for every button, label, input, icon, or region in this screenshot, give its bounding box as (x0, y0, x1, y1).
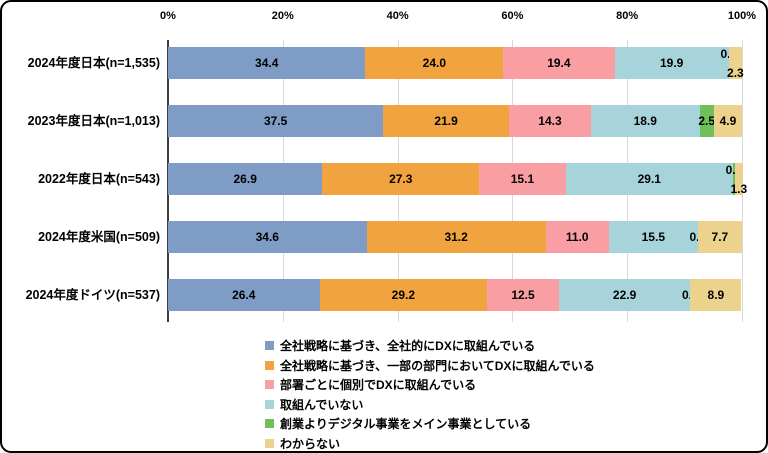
bar-segment (614, 47, 729, 79)
bar-segment (503, 47, 615, 79)
legend-swatch-icon (265, 360, 274, 370)
value-label: 1.3 (730, 182, 748, 196)
legend-label: 全社戦略に基づき、一部の部門においてDXに取組んでいる (280, 358, 595, 373)
category-label: 2024年度米国(n=509) (38, 230, 160, 244)
bar-segment (322, 163, 480, 195)
category-label: 2023年度日本(n=1,013) (27, 114, 160, 128)
value-label: 21.9 (434, 114, 458, 128)
legend-item: わからない (265, 434, 595, 452)
value-label: 26.9 (233, 172, 257, 186)
value-label: 34.4 (255, 56, 279, 70)
value-label: 15.5 (641, 230, 665, 244)
bar-row: 34.631.211.015.50.07.7 (168, 221, 742, 253)
axis-tick-label: 0% (160, 10, 176, 22)
legend-label: 取組んでいない (280, 397, 364, 412)
axis-tick-label: 20% (271, 10, 294, 22)
x-axis: 0% 20% 40% 60% 80% 100% (160, 10, 756, 26)
category-label: 2024年度ドイツ(n=537) (25, 288, 160, 302)
value-label: 27.3 (389, 172, 413, 186)
category-label: 2024年度日本(n=1,535) (27, 56, 160, 70)
value-label: 2.5 (698, 114, 716, 128)
bar-segment (608, 221, 698, 253)
value-label: 8.9 (707, 288, 725, 302)
category-label: 2022年度日本(n=543) (38, 172, 160, 186)
plot-area: 34.424.019.419.90.02.337.521.914.318.92.… (167, 40, 747, 322)
bar-segment (168, 47, 366, 79)
axis-tick-label: 60% (501, 10, 524, 22)
legend-swatch-icon (265, 438, 274, 448)
legend-item: 全社戦略に基づき、一部の部門においてDXに取組んでいる (265, 356, 595, 376)
bar-segment (713, 105, 742, 137)
bar-segment (365, 47, 504, 79)
value-label: 18.9 (633, 114, 657, 128)
value-label: 2.3 (727, 66, 744, 80)
legend-item: 取組んでいない (265, 395, 595, 415)
bar-segment (545, 221, 609, 253)
value-label: 15.1 (510, 172, 535, 186)
legend-swatch-icon (265, 399, 274, 409)
bar-segment (479, 163, 566, 195)
value-label: 24.0 (422, 56, 447, 70)
bar-segment (732, 163, 736, 195)
legend-swatch-icon (265, 419, 274, 429)
legend-label: わからない (280, 436, 341, 451)
value-label: 29.1 (637, 172, 661, 186)
bar-row: 26.429.212.522.90.08.9 (168, 279, 742, 311)
axis-tick-label: 80% (616, 10, 639, 22)
legend-item: 部署ごとに個別でDXに取組んでいる (265, 375, 595, 395)
bar-row: 37.5 21.9 14.3 18.9 2.5 4.9 (168, 105, 742, 137)
bar-segment (168, 105, 384, 137)
bar-segment (383, 105, 509, 137)
axis-tick-label: 40% (386, 10, 409, 22)
bar-segment (487, 279, 559, 311)
value-label: 19.4 (547, 56, 571, 70)
value-label: 37.5 (263, 114, 288, 128)
bar-segment (735, 163, 743, 195)
bar-segment (319, 279, 488, 311)
bar-segment (690, 279, 742, 311)
bar-segment (168, 163, 323, 195)
value-label: 12.5 (511, 288, 535, 302)
legend: 全社戦略に基づき、全社的にDXに取組んでいる全社戦略に基づき、一部の部門において… (265, 336, 595, 452)
value-label: 14.3 (538, 114, 562, 128)
bar-segment (699, 105, 714, 137)
value-label: 11.0 (565, 230, 589, 244)
legend-item: 創業よりデジタル事業をメイン事業としている (265, 414, 595, 434)
bar-row: 26.9 27.3 15.1 29.1 0.4 1.3 (168, 163, 747, 196)
value-label: 26.4 (232, 288, 256, 302)
bar-segment (366, 221, 546, 253)
legend-swatch-icon (265, 341, 274, 351)
legend-label: 全社戦略に基づき、全社的にDXに取組んでいる (280, 339, 536, 354)
legend-swatch-icon (265, 380, 274, 390)
axis-tick-label: 100% (727, 10, 757, 22)
legend-label: 部署ごとに個別でDXに取組んでいる (280, 378, 477, 393)
bar-segment (728, 47, 742, 79)
value-label: 19.9 (659, 56, 684, 70)
value-label: 34.6 (255, 230, 279, 244)
bar-segment (168, 279, 320, 311)
value-label: 29.2 (391, 288, 416, 302)
value-label: 4.9 (719, 114, 737, 128)
legend-item: 全社戦略に基づき、全社的にDXに取組んでいる (265, 336, 595, 356)
bar-segment (558, 279, 691, 311)
bar-segment (508, 105, 592, 137)
bar-segment (591, 105, 700, 137)
value-label: 7.7 (711, 230, 729, 244)
value-label: 31.2 (444, 230, 468, 244)
legend-label: 創業よりデジタル事業をメイン事業としている (280, 417, 532, 432)
bar-segment (697, 221, 742, 253)
bar-segment (565, 163, 733, 195)
value-label: 22.9 (612, 288, 637, 302)
bar-row: 34.424.019.419.90.02.3 (168, 47, 744, 80)
bar-segment (168, 221, 367, 253)
